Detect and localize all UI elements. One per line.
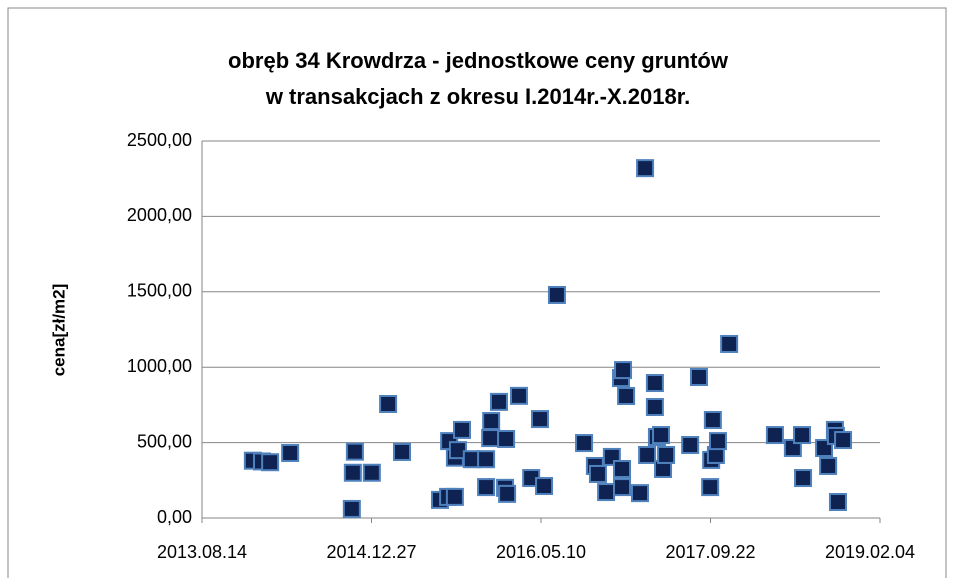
point — [345, 442, 364, 461]
point — [362, 463, 381, 482]
point — [819, 456, 838, 475]
y-tick-label: 0,00 — [157, 507, 192, 527]
point — [765, 426, 784, 445]
point — [614, 361, 633, 380]
point — [498, 484, 517, 503]
point — [530, 410, 549, 429]
point — [575, 434, 594, 453]
chart-title: w transakcjach z okresu I.2014r.-X.2018r… — [265, 84, 690, 109]
point — [689, 368, 708, 387]
point — [834, 431, 853, 450]
point — [547, 285, 566, 304]
point — [793, 426, 812, 445]
point — [613, 478, 632, 497]
point — [342, 499, 361, 518]
y-tick-label: 1000,00 — [127, 356, 192, 376]
point — [645, 398, 664, 417]
x-tick-label: 2017.09.22 — [665, 542, 755, 562]
point — [481, 429, 500, 448]
point — [638, 445, 657, 464]
point — [477, 450, 496, 469]
point — [445, 487, 464, 506]
point — [617, 387, 636, 406]
point — [701, 478, 720, 497]
x-tick-label: 2013.08.14 — [157, 542, 247, 562]
point — [448, 441, 467, 460]
point — [393, 442, 412, 461]
point — [630, 484, 649, 503]
x-tick-label: 2016.05.10 — [496, 542, 586, 562]
y-tick-label: 500,00 — [137, 431, 192, 451]
point — [613, 459, 632, 478]
y-axis-label: cena[zł/m2] — [49, 284, 68, 377]
y-tick-label: 2500,00 — [127, 130, 192, 150]
point — [652, 426, 671, 445]
point — [343, 463, 362, 482]
point — [828, 493, 847, 512]
point — [708, 432, 727, 451]
point — [535, 477, 554, 496]
point — [497, 429, 516, 448]
point — [636, 159, 655, 178]
point — [657, 445, 676, 464]
point — [703, 410, 722, 429]
x-tick-label: 2019.02.04 — [825, 542, 915, 562]
point — [681, 436, 700, 455]
point — [379, 394, 398, 413]
chart-frame — [7, 7, 947, 578]
point — [720, 334, 739, 353]
point — [482, 412, 501, 431]
y-tick-label: 2000,00 — [127, 205, 192, 225]
point — [477, 478, 496, 497]
point — [453, 420, 472, 439]
point — [509, 386, 528, 405]
point — [588, 464, 607, 483]
chart-title: obręb 34 Krowdrza - jednostkowe ceny gru… — [228, 48, 729, 73]
point — [645, 374, 664, 393]
point — [597, 483, 616, 502]
y-tick-label: 1500,00 — [127, 281, 192, 301]
x-tick-label: 2014.12.27 — [326, 542, 416, 562]
point — [261, 453, 280, 472]
point — [489, 392, 508, 411]
point — [794, 469, 813, 488]
point — [281, 444, 300, 463]
